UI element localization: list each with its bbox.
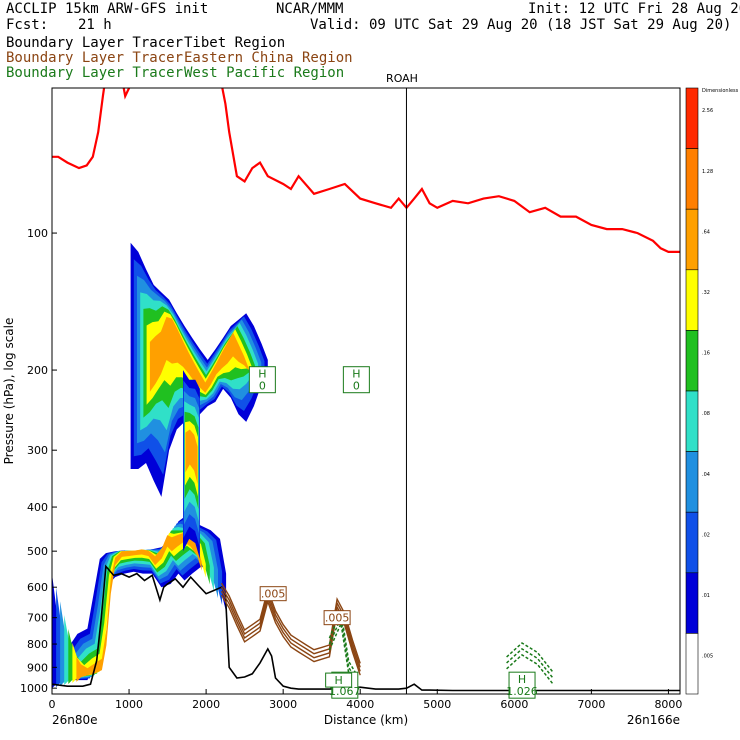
x-tick-label: 8000 <box>654 698 682 711</box>
colorbar-tick-label: .01 <box>702 593 710 599</box>
y-tick-label: 800 <box>27 638 48 651</box>
east-china-label-box <box>259 586 287 602</box>
colorbar-tick-label: 2.56 <box>702 108 713 114</box>
colorbar-tick-label: .02 <box>702 532 710 538</box>
colorbar-tick-label: 1.28 <box>702 169 713 175</box>
east-china-label-text: .005 <box>261 588 286 601</box>
west-pacific-contour <box>506 642 554 673</box>
org-label: NCAR/MMM <box>276 1 344 17</box>
fcst-label: Fcst: <box>6 17 49 33</box>
model-title: ACCLIP 15km ARW-GFS init <box>6 1 209 17</box>
start-location-label: 26n80e <box>52 713 98 727</box>
tibet-hi-label-text: H <box>258 368 266 381</box>
east-china-contour <box>220 582 361 664</box>
y-tick-label: 700 <box>27 612 48 625</box>
fcst-value: 21 h <box>78 17 112 33</box>
tibet-hi-label-text: 0 <box>259 380 266 393</box>
plot-frame <box>51 87 681 695</box>
colorbar-tick-label: .04 <box>702 472 710 478</box>
colorbar-tick-label: .64 <box>702 229 710 235</box>
colorbar-tick-label: .08 <box>702 411 710 417</box>
x-tick-label: 7000 <box>577 698 605 711</box>
tibet-tracer-level-1-6 <box>149 316 249 393</box>
west-pacific-label-text: 1.067 <box>329 685 361 698</box>
y-tick-label: 300 <box>27 444 48 457</box>
colorbar-swatch <box>685 148 699 210</box>
east-china-contour <box>220 586 361 668</box>
x-tick-label: 1000 <box>115 698 143 711</box>
west-pacific-label-text: H <box>518 673 526 686</box>
x-tick-label: 5000 <box>423 698 451 711</box>
y-tick-label: 200 <box>27 364 48 377</box>
y-tick-label: 500 <box>27 545 48 558</box>
tibet-hi-label-box <box>248 366 276 394</box>
west-pacific-contour <box>506 647 554 679</box>
legend-region-1: Tibet Region <box>184 35 286 51</box>
y-tick-label: 100 <box>27 227 48 240</box>
legend-region-2: Eastern China Region <box>184 50 353 66</box>
legend-field-3: Boundary Layer Tracer <box>6 65 184 81</box>
x-axis-label: Distance (km) <box>324 713 408 727</box>
y-tick-label: 900 <box>27 661 48 674</box>
legend-field-2: Boundary Layer Tracer <box>6 50 184 66</box>
x-tick-label: 6000 <box>500 698 528 711</box>
roah-marker-label: ROAH <box>386 72 418 85</box>
colorbar-swatch <box>685 572 699 634</box>
colorbar-swatch <box>685 87 699 149</box>
colorbar-swatch <box>685 208 699 271</box>
legend-region-3: West Pacific Region <box>184 65 345 81</box>
east-china-contour <box>220 590 361 672</box>
init-time: Init: 12 UTC Fri 28 Aug 20 <box>528 1 740 17</box>
y-tick-label: 1000 <box>20 682 48 695</box>
terrain-line <box>52 564 680 692</box>
colorbar-swatch <box>685 390 699 452</box>
west-pacific-contour <box>506 653 554 685</box>
colorbar-swatch <box>685 633 699 695</box>
y-tick-label: 600 <box>27 581 48 594</box>
x-tick-label: 3000 <box>269 698 297 711</box>
west-pacific-label-box <box>325 672 353 688</box>
tibet-hi-label-box <box>342 366 370 394</box>
colorbar-swatch <box>685 451 699 513</box>
colorbar-tick-label: .005 <box>702 654 713 660</box>
colorbar-tick-label: .32 <box>702 290 710 296</box>
valid-time: Valid: 09 UTC Sat 29 Aug 20 (18 JST Sat … <box>310 17 732 33</box>
y-tick-label: 400 <box>27 501 48 514</box>
x-tick-label: 2000 <box>192 698 220 711</box>
end-location-label: 26n166e <box>627 713 680 727</box>
tibet-hi-label-text: 0 <box>353 380 360 393</box>
legend-field-1: Boundary Layer Tracer <box>6 35 184 51</box>
east-china-label-box <box>323 610 351 626</box>
colorbar-swatch <box>685 511 699 574</box>
y-axis-label: Pressure (hPa), log scale <box>2 318 16 465</box>
west-pacific-label-text: H <box>335 674 343 687</box>
x-tick-label: 4000 <box>346 698 374 711</box>
west-pacific-label-text: 1.026 <box>506 685 538 698</box>
tibet-tracer-shading <box>52 242 268 689</box>
x-tick-label: 0 <box>49 698 56 711</box>
colorbar-tick-label: .16 <box>702 351 710 357</box>
tibet-hi-label-text: H <box>352 368 360 381</box>
east-china-label-text: .005 <box>325 612 350 625</box>
colorbar-title: Dimensionless <box>702 88 739 94</box>
colorbar-swatch <box>685 330 699 392</box>
colorbar-swatch <box>685 269 699 331</box>
tropopause-line <box>52 88 680 253</box>
tibet-tracer-level-2-6 <box>185 429 198 485</box>
west-pacific-label-box <box>508 671 536 699</box>
colorbar: 2.56 1.28 .64 .32 .16 .08 .04 .02 .01 .005 <box>685 87 713 695</box>
west-pacific-contour <box>328 609 358 675</box>
